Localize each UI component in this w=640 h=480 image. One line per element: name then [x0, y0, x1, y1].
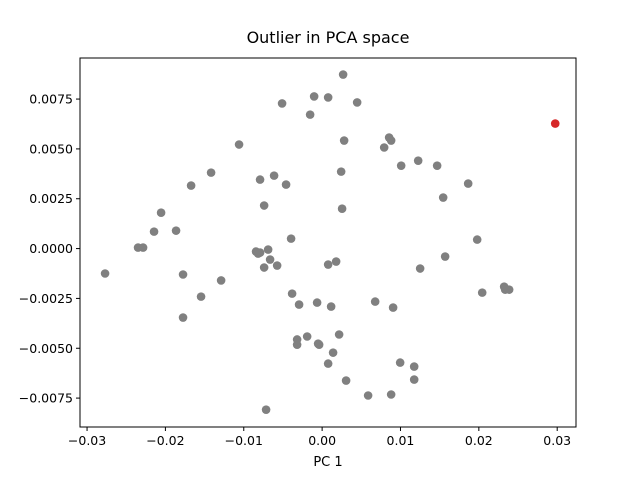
- data-point: [386, 136, 396, 145]
- data-point: [277, 99, 287, 108]
- data-point: [370, 297, 380, 306]
- data-point: [286, 234, 296, 243]
- data-point: [216, 276, 226, 285]
- data-point: [309, 92, 319, 101]
- x-axis-label: PC 1: [313, 455, 342, 470]
- data-point: [388, 303, 398, 312]
- data-point: [432, 161, 442, 170]
- data-point: [341, 376, 351, 385]
- data-point: [323, 359, 333, 368]
- data-point: [477, 288, 487, 297]
- data-point: [196, 292, 206, 301]
- y-tick-label: −0.0075: [19, 391, 73, 406]
- x-tick-label: 0.03: [543, 433, 571, 448]
- data-point: [328, 348, 338, 357]
- y-tick-label: 0.0000: [29, 241, 73, 256]
- data-point: [334, 330, 344, 339]
- data-point: [281, 180, 291, 189]
- data-point: [440, 252, 450, 261]
- y-tick-label: −0.0050: [19, 341, 73, 356]
- data-point: [255, 175, 265, 184]
- data-point: [294, 300, 304, 309]
- data-point: [396, 161, 406, 170]
- plot-area: [100, 70, 560, 414]
- data-point: [156, 208, 166, 217]
- data-point: [171, 226, 181, 235]
- x-tick-label: −0.02: [146, 433, 184, 448]
- data-point: [149, 227, 159, 236]
- data-point: [287, 289, 297, 298]
- y-tick-label: 0.0075: [29, 92, 73, 107]
- x-tick-label: 0.01: [387, 433, 415, 448]
- data-point: [178, 270, 188, 279]
- data-point: [138, 243, 148, 252]
- data-point: [379, 143, 389, 152]
- data-point: [292, 340, 302, 349]
- data-point: [336, 167, 346, 176]
- data-point: [409, 375, 419, 384]
- data-point: [305, 110, 315, 119]
- data-point: [253, 249, 263, 258]
- data-point: [413, 156, 423, 165]
- data-point: [178, 313, 188, 322]
- axes-frame: [79, 57, 577, 428]
- x-tick-label: 0.00: [308, 433, 336, 448]
- data-point: [338, 70, 348, 79]
- data-point: [550, 119, 560, 128]
- data-point: [331, 257, 341, 266]
- data-point: [206, 168, 216, 177]
- data-point: [395, 358, 405, 367]
- data-point: [269, 171, 279, 180]
- x-tick-label: −0.03: [68, 433, 106, 448]
- data-point: [504, 285, 514, 294]
- data-point: [234, 140, 244, 149]
- data-point: [352, 98, 362, 107]
- data-point: [314, 340, 324, 349]
- data-point: [259, 201, 269, 210]
- data-point: [186, 181, 196, 190]
- data-point: [463, 179, 473, 188]
- data-point: [261, 405, 271, 414]
- data-point: [438, 193, 448, 202]
- data-point: [337, 204, 347, 214]
- y-tick-label: 0.0025: [29, 191, 73, 206]
- data-point: [472, 235, 482, 244]
- x-tick-label: −0.01: [225, 433, 263, 448]
- data-point: [302, 332, 312, 341]
- data-point: [323, 93, 333, 102]
- x-tick-label: 0.02: [465, 433, 493, 448]
- data-point: [259, 263, 269, 272]
- data-point: [386, 390, 396, 399]
- data-point: [363, 391, 373, 400]
- chart-title: Outlier in PCA space: [247, 28, 410, 47]
- data-point: [263, 245, 273, 254]
- data-point: [415, 264, 425, 273]
- data-point: [339, 136, 349, 145]
- y-tick-label: −0.0025: [19, 291, 73, 306]
- data-point: [265, 255, 275, 264]
- y-tick-label: 0.0050: [29, 141, 73, 156]
- data-point: [326, 302, 336, 311]
- y-axis-label: PC 2: [0, 228, 4, 257]
- data-point: [323, 260, 333, 269]
- data-point: [312, 298, 322, 307]
- data-point: [100, 269, 110, 278]
- data-point: [409, 362, 419, 371]
- data-point: [272, 261, 282, 270]
